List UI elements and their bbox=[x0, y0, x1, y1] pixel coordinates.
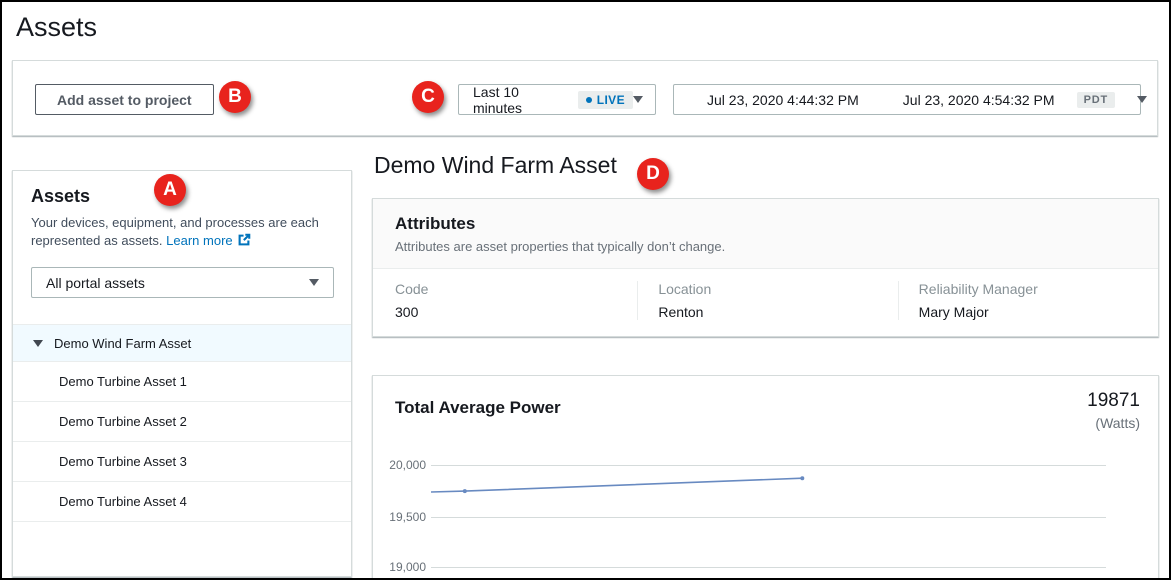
attribute-value: Mary Major bbox=[918, 304, 989, 320]
page-title: Assets bbox=[16, 12, 98, 42]
attribute-value: Renton bbox=[658, 304, 704, 320]
tree-item-label: Demo Turbine Asset 3 bbox=[59, 454, 187, 469]
assets-sidebar-panel: Assets Your devices, equipment, and proc… bbox=[12, 170, 352, 577]
y-axis-tick-label: 19,500 bbox=[389, 510, 426, 524]
tree-item-demo-turbine-asset-4[interactable]: Demo Turbine Asset 4 bbox=[13, 482, 351, 522]
callout-badge-a: A bbox=[154, 174, 186, 206]
chart-title: Total Average Power bbox=[395, 398, 561, 417]
chart-unit-label: (Watts) bbox=[1095, 415, 1140, 431]
live-badge-label: LIVE bbox=[596, 92, 625, 107]
time-range-select[interactable]: Last 10 minutes LIVE bbox=[458, 83, 656, 116]
date-range-start: Jul 23, 2020 4:44:32 PM bbox=[707, 91, 859, 108]
tree-item-label: Demo Turbine Asset 1 bbox=[59, 374, 187, 389]
sidebar-title: Assets bbox=[31, 186, 91, 206]
asset-filter-select[interactable]: All portal assets bbox=[31, 267, 334, 298]
live-badge: LIVE bbox=[577, 90, 633, 109]
callout-badge-d: D bbox=[637, 158, 669, 190]
date-range-end: Jul 23, 2020 4:54:32 PM bbox=[902, 91, 1055, 108]
sidebar-description: Your devices, equipment, and processes a… bbox=[31, 214, 331, 252]
external-link-icon bbox=[237, 233, 251, 252]
attribute-value: 300 bbox=[395, 304, 419, 320]
time-range-label: Last 10 minutes bbox=[473, 83, 523, 116]
tree-item-demo-turbine-asset-1[interactable]: Demo Turbine Asset 1 bbox=[13, 362, 351, 402]
attribute-label: Code bbox=[395, 281, 429, 297]
gridline bbox=[431, 567, 1106, 568]
gridline bbox=[431, 517, 1106, 518]
tree-item-demo-wind-farm-asset[interactable]: Demo Wind Farm Asset bbox=[13, 324, 351, 362]
chart-latest-value: 19871 bbox=[1087, 390, 1140, 411]
chevron-down-icon bbox=[633, 96, 643, 103]
tree-item-demo-turbine-asset-3[interactable]: Demo Turbine Asset 3 bbox=[13, 442, 351, 482]
learn-more-link[interactable]: Learn more bbox=[166, 233, 233, 248]
attributes-panel: Attributes Attributes are asset properti… bbox=[372, 198, 1159, 337]
asset-tree: Demo Wind Farm Asset Demo Turbine Asset … bbox=[13, 324, 351, 522]
attributes-panel-header: Attributes Attributes are asset properti… bbox=[373, 199, 1158, 269]
live-dot-icon bbox=[585, 96, 592, 103]
chart-latest-value-block: 19871 (Watts) bbox=[1087, 390, 1140, 431]
timezone-badge: PDT bbox=[1076, 91, 1115, 108]
date-range-select[interactable]: Jul 23, 2020 4:44:32 PM Jul 23, 2020 4:5… bbox=[673, 84, 1147, 115]
chevron-down-icon bbox=[309, 279, 319, 286]
tree-item-label: Demo Wind Farm Asset bbox=[54, 335, 192, 351]
tree-expand-icon[interactable] bbox=[33, 339, 43, 347]
y-axis-tick-label: 19,000 bbox=[389, 560, 426, 574]
toolbar-panel: Add asset to project Last 10 minutes LIV… bbox=[12, 60, 1158, 136]
chevron-down-icon bbox=[1136, 96, 1147, 103]
sidebar-description-text: Your devices, equipment, and processes a… bbox=[31, 215, 319, 248]
tree-item-demo-turbine-asset-2[interactable]: Demo Turbine Asset 2 bbox=[13, 402, 351, 442]
add-asset-to-project-button[interactable]: Add asset to project bbox=[35, 84, 214, 115]
attribute-item-location: Location Renton bbox=[637, 281, 897, 320]
y-axis-tick-label: 20,000 bbox=[389, 458, 426, 472]
attributes-description: Attributes are asset properties that typ… bbox=[395, 239, 726, 254]
attributes-title: Attributes bbox=[395, 214, 476, 233]
gridline bbox=[431, 465, 1106, 466]
total-average-power-chart-card: Total Average Power 19871 (Watts) 20,000… bbox=[372, 375, 1159, 578]
attribute-item-code: Code 300 bbox=[373, 281, 637, 320]
tree-item-label: Demo Turbine Asset 2 bbox=[59, 414, 187, 429]
attribute-item-reliability-manager: Reliability Manager Mary Major bbox=[897, 281, 1158, 320]
attribute-label: Location bbox=[658, 281, 712, 297]
callout-badge-c: C bbox=[412, 81, 444, 113]
line-chart-plot bbox=[431, 476, 805, 494]
attribute-label: Reliability Manager bbox=[918, 281, 1038, 297]
tree-item-label: Demo Turbine Asset 4 bbox=[59, 494, 187, 509]
attributes-list: Code 300 Location Renton Reliability Man… bbox=[373, 269, 1158, 336]
asset-filter-value: All portal assets bbox=[46, 274, 145, 291]
asset-detail-title: Demo Wind Farm Asset bbox=[374, 152, 617, 178]
callout-badge-b: B bbox=[219, 81, 251, 113]
